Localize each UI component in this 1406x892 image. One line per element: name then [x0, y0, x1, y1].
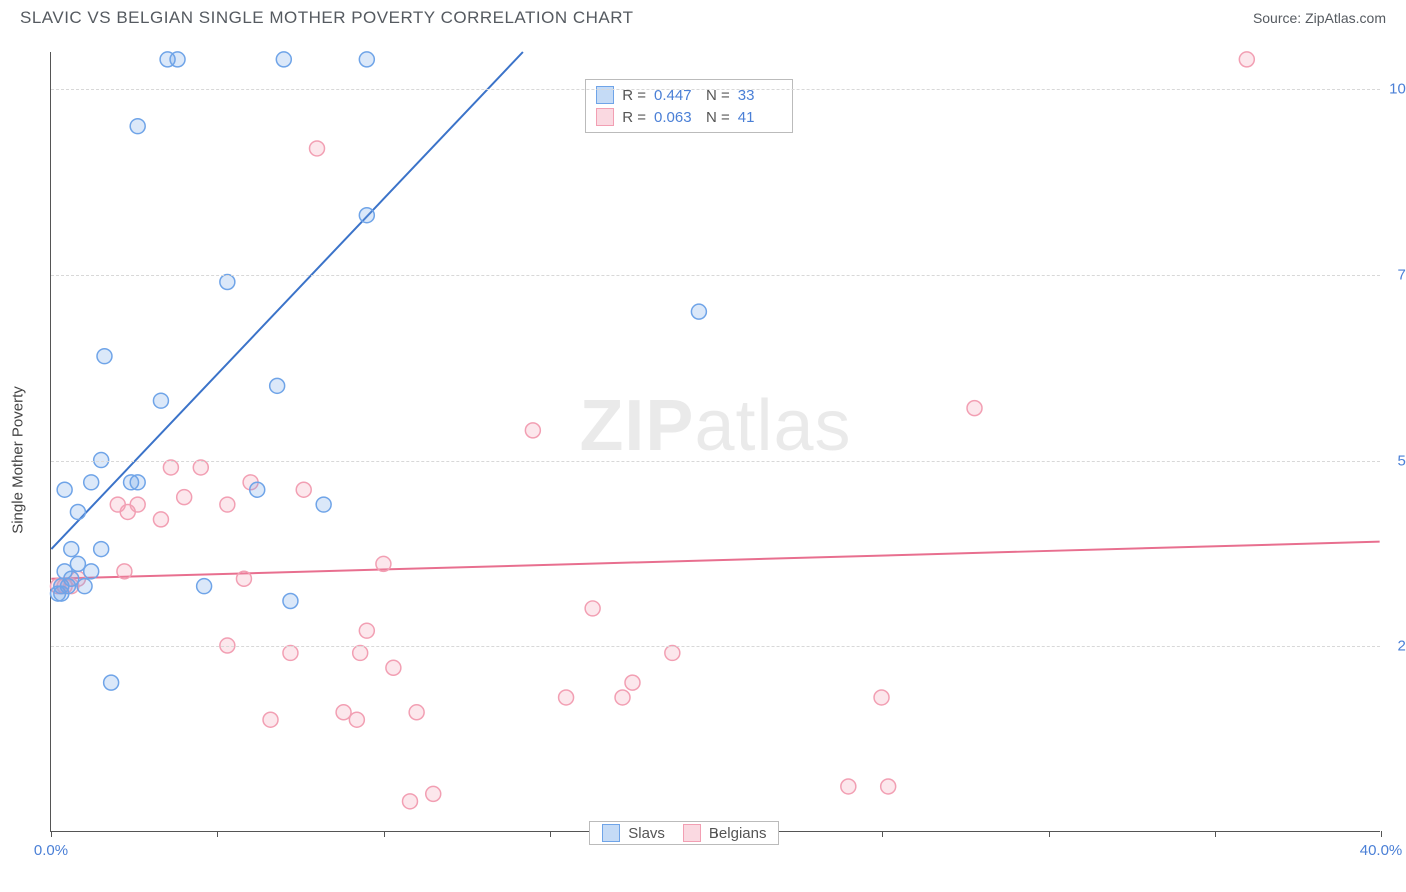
y-tick-label: 100.0% [1385, 81, 1406, 98]
data-point [64, 571, 79, 586]
data-point [359, 52, 374, 67]
data-point [70, 504, 85, 519]
data-point [130, 119, 145, 134]
data-point [130, 475, 145, 490]
data-point [881, 779, 896, 794]
trend-line [51, 542, 1379, 579]
data-point [426, 786, 441, 801]
x-tick [384, 831, 385, 837]
x-tick-label: 40.0% [1360, 842, 1403, 859]
data-point [665, 645, 680, 660]
data-point [525, 423, 540, 438]
n-label: N = [706, 109, 730, 126]
r-value-belgians: 0.063 [654, 109, 698, 126]
data-point [691, 304, 706, 319]
data-point [310, 141, 325, 156]
data-point [615, 690, 630, 705]
data-point [153, 393, 168, 408]
data-point [163, 460, 178, 475]
data-point [874, 690, 889, 705]
swatch-belgians [596, 108, 614, 126]
data-point [170, 52, 185, 67]
data-point [283, 645, 298, 660]
data-point [1239, 52, 1254, 67]
data-point [104, 675, 119, 690]
page-title: SLAVIC VS BELGIAN SINGLE MOTHER POVERTY … [20, 8, 634, 28]
data-point [386, 660, 401, 675]
gridline [51, 461, 1380, 462]
data-point [359, 208, 374, 223]
gridline [51, 275, 1380, 276]
stats-row-belgians: R = 0.063 N = 41 [596, 106, 782, 128]
data-point [97, 349, 112, 364]
data-point [153, 512, 168, 527]
data-point [130, 497, 145, 512]
data-point [236, 571, 251, 586]
x-tick [550, 831, 551, 837]
data-point [967, 401, 982, 416]
y-tick-label: 50.0% [1385, 452, 1406, 469]
data-point [84, 475, 99, 490]
gridline [51, 89, 1380, 90]
plot-area: ZIPatlas R = 0.447 N = 33 R = 0.063 N = … [50, 52, 1380, 832]
data-point [57, 482, 72, 497]
swatch-belgians [683, 824, 701, 842]
legend-item-slavs: Slavs [602, 824, 665, 842]
legend-item-belgians: Belgians [683, 824, 767, 842]
data-point [349, 712, 364, 727]
data-point [585, 601, 600, 616]
series-legend: Slavs Belgians [589, 821, 779, 845]
legend-label-belgians: Belgians [709, 825, 767, 842]
x-tick [217, 831, 218, 837]
data-point [376, 556, 391, 571]
x-tick-label: 0.0% [34, 842, 68, 859]
data-point [70, 556, 85, 571]
y-axis-label: Single Mother Poverty [10, 386, 27, 534]
data-point [94, 542, 109, 557]
data-point [270, 378, 285, 393]
plot-svg [51, 52, 1380, 831]
correlation-chart: Single Mother Poverty ZIPatlas R = 0.447… [0, 32, 1406, 887]
data-point [353, 645, 368, 660]
data-point [359, 623, 374, 638]
stats-row-slavs: R = 0.447 N = 33 [596, 84, 782, 106]
data-point [220, 497, 235, 512]
data-point [625, 675, 640, 690]
data-point [283, 594, 298, 609]
trend-line [51, 52, 523, 549]
data-point [559, 690, 574, 705]
data-point [336, 705, 351, 720]
x-tick [1215, 831, 1216, 837]
data-point [193, 460, 208, 475]
data-point [84, 564, 99, 579]
y-tick-label: 25.0% [1385, 638, 1406, 655]
data-point [276, 52, 291, 67]
x-tick [1381, 831, 1382, 837]
data-point [64, 542, 79, 557]
data-point [250, 482, 265, 497]
data-point [263, 712, 278, 727]
data-point [177, 490, 192, 505]
data-point [296, 482, 311, 497]
data-point [197, 579, 212, 594]
data-point [403, 794, 418, 809]
stats-legend-box: R = 0.447 N = 33 R = 0.063 N = 41 [585, 79, 793, 133]
swatch-slavs [602, 824, 620, 842]
data-point [316, 497, 331, 512]
x-tick [882, 831, 883, 837]
source-attribution: Source: ZipAtlas.com [1253, 10, 1386, 26]
x-tick [716, 831, 717, 837]
y-tick-label: 75.0% [1385, 266, 1406, 283]
n-value-belgians: 41 [738, 109, 782, 126]
gridline [51, 646, 1380, 647]
data-point [117, 564, 132, 579]
data-point [409, 705, 424, 720]
data-point [841, 779, 856, 794]
x-tick [1049, 831, 1050, 837]
r-label: R = [622, 109, 646, 126]
data-point [77, 579, 92, 594]
x-tick [51, 831, 52, 837]
data-point [220, 275, 235, 290]
legend-label-slavs: Slavs [628, 825, 665, 842]
